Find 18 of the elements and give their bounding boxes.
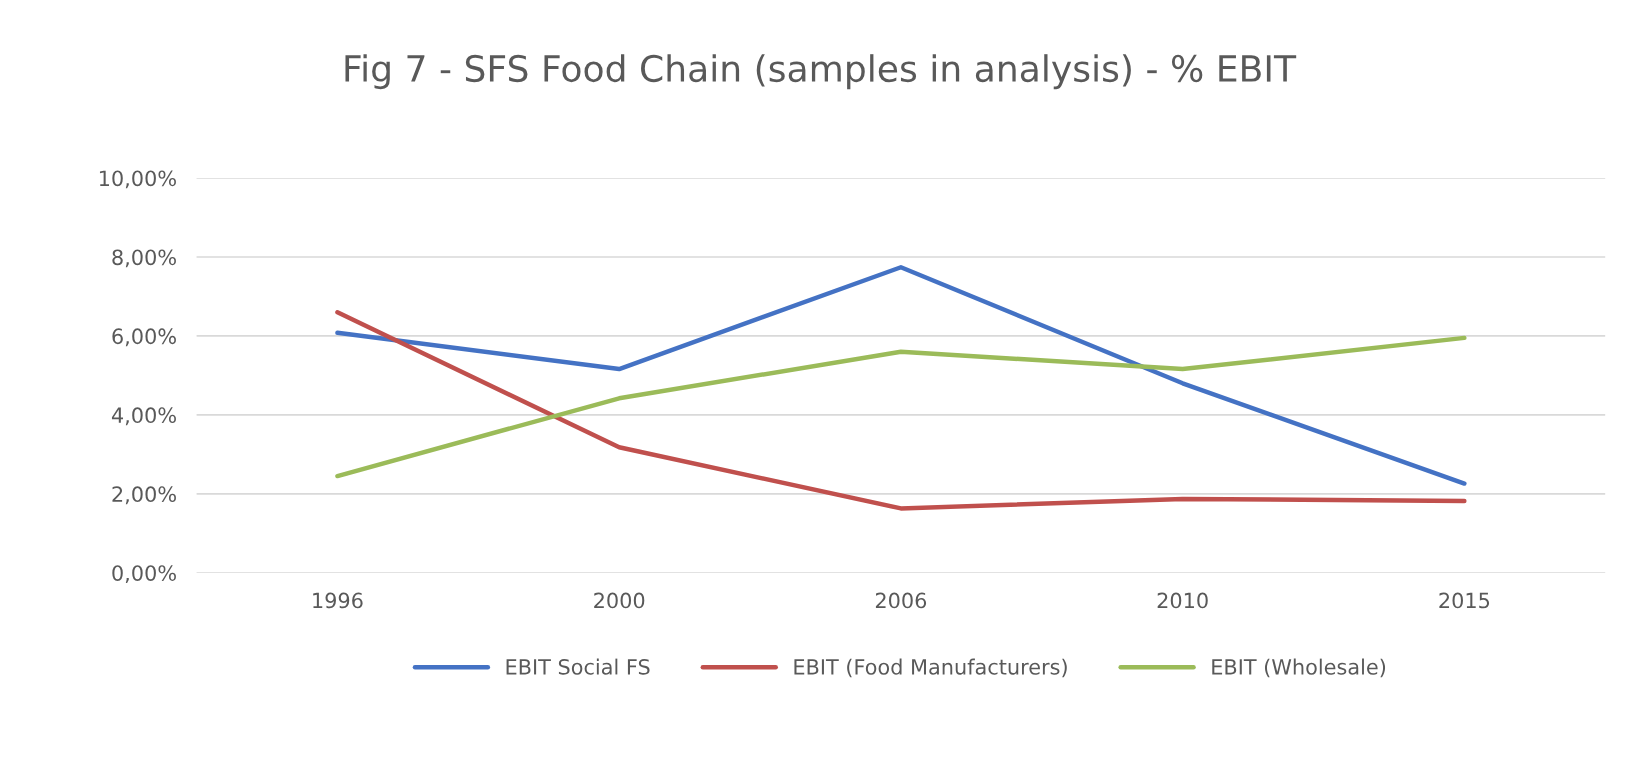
legend-label: EBIT Social FS xyxy=(506,658,650,675)
line-series xyxy=(335,310,1467,511)
line-series xyxy=(335,265,1467,486)
x-tick-label: 2015 xyxy=(1439,592,1490,609)
x-tick-label: 2006 xyxy=(875,592,927,609)
legend-label: EBIT (Food Manufacturers) xyxy=(794,658,1067,678)
x-tick-label: 2010 xyxy=(1157,592,1208,609)
y-tick-label: 4,00% xyxy=(111,407,176,426)
y-tick-label: 2,00% xyxy=(112,486,176,505)
y-tick-label: 0,00% xyxy=(112,565,176,584)
chart-title: Fig 7 - SFS Food Chain (samples in analysis) - % EBIT xyxy=(345,54,1297,90)
x-tick-label: 1996 xyxy=(313,592,363,609)
y-tick-label: 10,00% xyxy=(99,170,176,189)
y-tick-label: 8,00% xyxy=(112,249,176,268)
x-tick-label: 2000 xyxy=(594,592,645,609)
legend-label: EBIT (Wholesale) xyxy=(1212,658,1386,678)
line-series xyxy=(335,335,1467,479)
y-tick-label: 6,00% xyxy=(112,328,176,347)
